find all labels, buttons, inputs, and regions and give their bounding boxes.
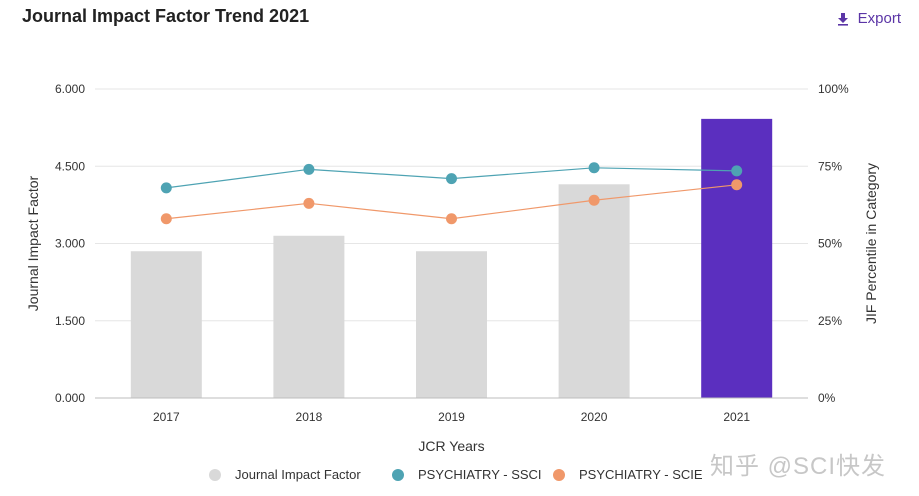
y-tick-label: 6.000 <box>55 82 85 96</box>
y2-tick-label: 50% <box>818 237 842 251</box>
point-ssci <box>160 182 172 194</box>
y2-axis-title: JIF Percentile in Category <box>863 163 879 324</box>
bar-jif <box>558 184 630 398</box>
x-tick-label: 2018 <box>296 410 323 424</box>
export-label: Export <box>857 10 901 27</box>
point-scie <box>588 194 600 206</box>
x-tick-label: 2019 <box>438 410 465 424</box>
legend-label-scie: PSYCHIATRY - SCIE <box>579 467 703 482</box>
point-scie <box>446 213 457 225</box>
legend-item-jif[interactable]: Journal Impact Factor <box>209 467 361 482</box>
point-ssci <box>446 173 457 185</box>
legend-label-jif: Journal Impact Factor <box>235 467 361 482</box>
x-tick-label: 2020 <box>581 410 608 424</box>
point-ssci <box>303 163 315 175</box>
export-button[interactable]: Export <box>836 10 901 27</box>
point-scie <box>160 213 172 225</box>
legend-dot-scie <box>553 468 565 481</box>
download-icon <box>837 12 848 26</box>
y2-tick-label: 25% <box>818 314 842 328</box>
legend-dot-jif <box>209 468 221 481</box>
watermark: 知乎 @SCI快发 <box>710 453 887 480</box>
y-tick-label: 3.000 <box>55 237 85 251</box>
point-scie <box>303 197 315 209</box>
point-ssci <box>588 162 600 174</box>
point-ssci <box>731 165 743 177</box>
bar-jif <box>416 251 487 398</box>
y2-tick-label: 100% <box>818 82 849 96</box>
chart-title: Journal Impact Factor Trend 2021 <box>22 6 310 26</box>
point-scie <box>731 179 743 191</box>
x-tick-label: 2021 <box>723 410 750 424</box>
legend-item-ssci[interactable]: PSYCHIATRY - SSCI <box>392 467 542 482</box>
y-tick-label: 4.500 <box>55 159 85 173</box>
legend-item-scie[interactable]: PSYCHIATRY - SCIE <box>553 467 703 482</box>
y-axis-title: Journal Impact Factor <box>25 175 41 311</box>
legend-label-ssci: PSYCHIATRY - SSCI <box>418 467 542 482</box>
y2-tick-label: 75% <box>818 159 842 173</box>
y-tick-label: 0.000 <box>55 391 85 405</box>
x-tick-label: 2017 <box>153 410 180 424</box>
chart-legend: Journal Impact Factor PSYCHIATRY - SSCI … <box>0 467 919 487</box>
bar-jif <box>701 118 773 399</box>
y-tick-label: 1.500 <box>55 314 85 328</box>
bar-jif <box>130 251 202 398</box>
y2-tick-label: 0% <box>818 391 836 405</box>
x-axis-title: JCR Years <box>418 438 484 454</box>
legend-dot-ssci <box>392 468 404 481</box>
bar-jif <box>273 235 345 398</box>
chart-plot: 0.000 1.500 3.000 4.500 6.000 0% 25% 50% 75% 100%… <box>25 82 879 454</box>
